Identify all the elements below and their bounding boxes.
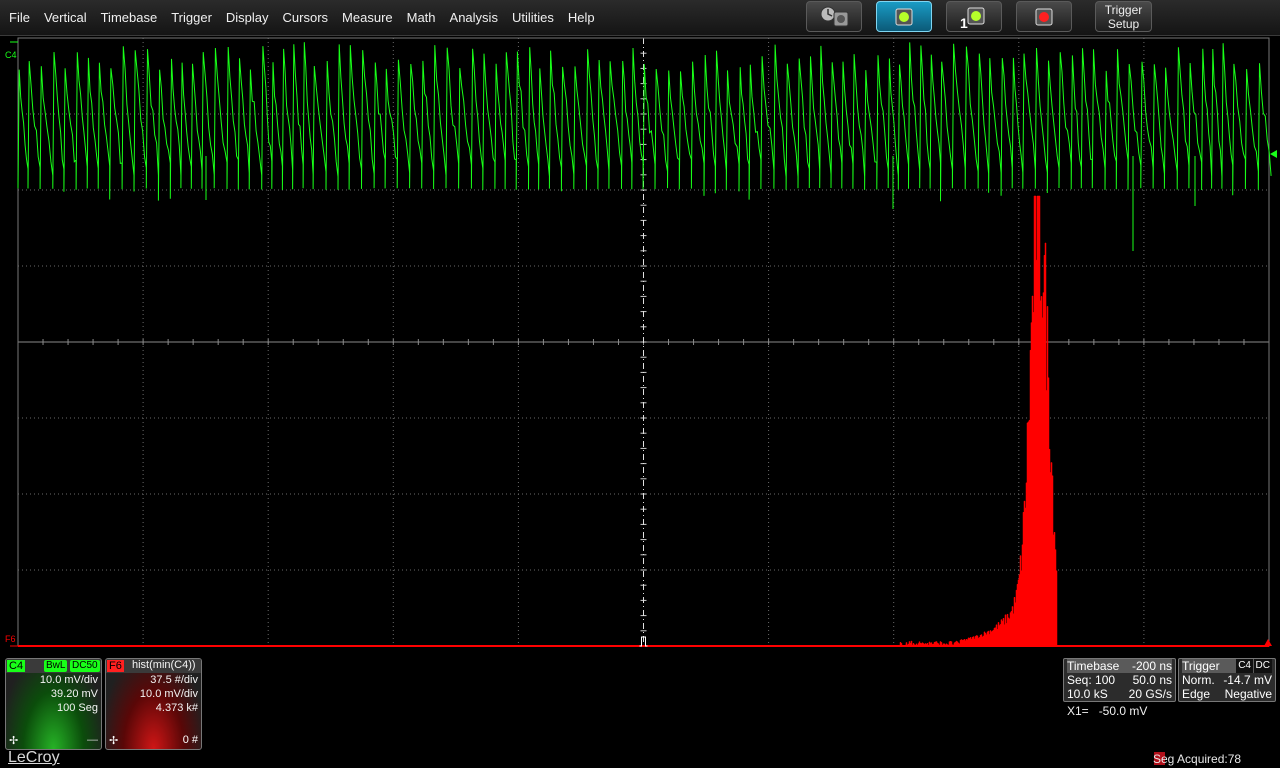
f6-function-title: hist(min(C4)) [132, 659, 196, 671]
timebase-time-per-div: 50.0 ns [1133, 673, 1172, 687]
timebase-label: Timebase [1067, 659, 1119, 673]
trigger-descriptor[interactable]: Trigger C4 DC Norm. -14.7 mV Edge Negati… [1178, 658, 1276, 702]
timebase-delay: -200 ns [1132, 659, 1172, 673]
f6-channel-tag: F6 [107, 660, 124, 672]
c4-offset-marker[interactable]: C4 [5, 50, 17, 60]
menu-analysis[interactable]: Analysis [443, 10, 505, 25]
menu-math[interactable]: Math [400, 10, 443, 25]
trigger-source-chip: C4 [1236, 659, 1253, 673]
stop-trigger-icon [1029, 4, 1059, 30]
trigger-slope: Negative [1225, 687, 1272, 701]
c4-descriptor-footer: ✢ — [9, 734, 98, 747]
timebase-header: Timebase -200 ns [1067, 659, 1172, 673]
f6-histogram [900, 196, 1061, 646]
menu-bar: File Vertical Timebase Trigger Display Cursor… [0, 0, 1280, 36]
normal-trigger-icon [889, 4, 919, 30]
menu-help[interactable]: Help [561, 10, 602, 25]
trigger-row: Edge Negative [1182, 687, 1272, 701]
menu-file[interactable]: File [2, 10, 37, 25]
timebase-descriptor[interactable]: Timebase -200 ns Seq: 100 50.0 ns 10.0 k… [1063, 658, 1176, 702]
c4-coupling-chip: DC50 [70, 660, 100, 672]
menu-measure[interactable]: Measure [335, 10, 400, 25]
trigger-mode: Norm. [1182, 673, 1215, 687]
f6-footer-count: 0 # [183, 734, 198, 746]
menu-vertical[interactable]: Vertical [37, 10, 94, 25]
timebase-row: Seq: 100 50.0 ns [1067, 673, 1172, 687]
f6-offset-marker[interactable]: F6 [5, 634, 16, 644]
trigger-label: Trigger [1182, 659, 1220, 673]
c4-level-marker [1270, 150, 1277, 158]
c4-bandwidth-chip: BwL [44, 660, 67, 672]
trigger-setup-line2: Setup [1096, 17, 1151, 31]
normal-trigger-button[interactable] [876, 1, 932, 32]
menu-display[interactable]: Display [219, 10, 276, 25]
timebase-seq: Seq: 100 [1067, 673, 1115, 687]
menu-trigger[interactable]: Trigger [164, 10, 219, 25]
f6-total-count: 4.373 k# [106, 701, 201, 715]
c4-volts-per-div: 10.0 mV/div [6, 673, 101, 687]
grid-canvas [0, 36, 1280, 654]
f6-right-marker [1264, 639, 1272, 646]
waveform-grid[interactable]: C4 F6 [0, 36, 1280, 654]
trigger-setup-line1: Trigger [1096, 3, 1151, 17]
menu-items: File Vertical Timebase Trigger Display Cursor… [2, 10, 602, 25]
menu-cursors[interactable]: Cursors [276, 10, 336, 25]
trigger-header: Trigger C4 DC [1182, 659, 1272, 673]
timebase-sample-rate: 20 GS/s [1129, 687, 1172, 701]
auto-setup-button[interactable] [806, 1, 862, 32]
f6-volts-per-div: 10.0 mV/div [106, 687, 201, 701]
f6-descriptor-footer: ✢ 0 # [109, 734, 198, 747]
stop-trigger-button[interactable] [1016, 1, 1072, 32]
auto-setup-icon [814, 4, 854, 30]
c4-trace-descriptor[interactable]: C4 BwL DC50 10.0 mV/div 39.20 mV 100 Seg… [5, 658, 102, 750]
c4-channel-tag: C4 [7, 660, 25, 672]
menu-utilities[interactable]: Utilities [505, 10, 561, 25]
trigger-level: -14.7 mV [1223, 673, 1272, 687]
c4-offset: 39.20 mV [6, 687, 101, 701]
lecroy-logo[interactable]: LeCroy [8, 749, 60, 767]
trigger-coupling-chip: DC [1254, 659, 1272, 673]
c4-descriptor-header: C4 BwL DC50 [6, 659, 101, 673]
f6-trace-descriptor[interactable]: F6 hist(min(C4)) 37.5 #/div 10.0 mV/div … [105, 658, 202, 750]
c4-menu-icon[interactable]: — [87, 734, 98, 746]
f6-descriptor-header: F6 hist(min(C4)) [106, 659, 201, 673]
trigger-row: Norm. -14.7 mV [1182, 673, 1272, 687]
c4-segments: 100 Seg [6, 701, 101, 715]
single-count-label: 1 [960, 15, 968, 31]
f6-position-icon[interactable]: ✢ [109, 735, 118, 747]
f6-counts-per-div: 37.5 #/div [106, 673, 201, 687]
seg-acquired-status: Seg Acquired:78 [1153, 752, 1241, 766]
timebase-samples: 10.0 kS [1067, 687, 1108, 701]
menu-timebase[interactable]: Timebase [94, 10, 165, 25]
trigger-setup-button[interactable]: Trigger Setup [1095, 1, 1152, 32]
single-trigger-button[interactable]: 1 [946, 1, 1002, 32]
trigger-type: Edge [1182, 687, 1210, 701]
c4-position-icon[interactable]: ✢ [9, 735, 18, 747]
cursor-readout: X1= -50.0 mV [1067, 704, 1147, 718]
timebase-row: 10.0 kS 20 GS/s [1067, 687, 1172, 701]
